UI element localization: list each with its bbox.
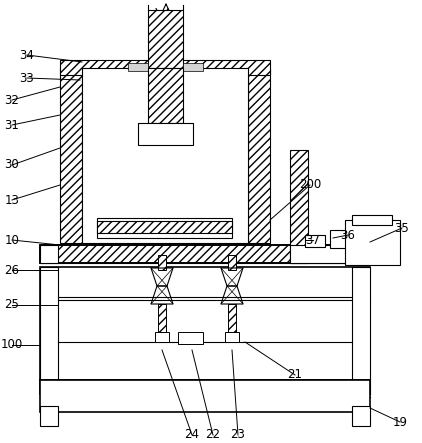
Text: 22: 22: [206, 428, 221, 442]
Bar: [60, 68, 82, 243]
Text: 13: 13: [5, 194, 19, 206]
Text: 36: 36: [341, 229, 355, 241]
Bar: [352, 215, 392, 225]
Text: 23: 23: [230, 428, 246, 442]
Bar: [248, 68, 270, 243]
Bar: [82, 68, 248, 243]
Bar: [138, 123, 193, 145]
Bar: [40, 267, 370, 380]
Bar: [40, 406, 58, 426]
Text: 10: 10: [5, 233, 19, 246]
Bar: [352, 267, 370, 380]
Bar: [158, 255, 166, 270]
Text: 200: 200: [299, 179, 321, 191]
Bar: [40, 245, 370, 263]
Bar: [128, 63, 148, 71]
Bar: [40, 380, 370, 394]
Text: 100: 100: [1, 338, 23, 351]
Bar: [97, 221, 232, 233]
Bar: [352, 245, 370, 263]
Bar: [225, 332, 239, 342]
Text: 32: 32: [5, 93, 19, 106]
Bar: [183, 63, 203, 71]
Bar: [330, 230, 360, 248]
Text: 33: 33: [20, 71, 34, 85]
Bar: [60, 60, 270, 75]
Text: 30: 30: [5, 159, 19, 171]
Bar: [40, 267, 58, 380]
Text: 19: 19: [392, 416, 408, 428]
Bar: [290, 150, 308, 263]
Bar: [305, 235, 325, 247]
Text: 24: 24: [184, 428, 200, 442]
Text: 26: 26: [5, 264, 19, 276]
Text: 35: 35: [395, 222, 409, 234]
Text: 34: 34: [19, 48, 35, 62]
Bar: [40, 245, 370, 263]
Bar: [228, 255, 236, 270]
Text: 37: 37: [306, 233, 320, 246]
Bar: [158, 304, 166, 332]
Bar: [97, 218, 232, 238]
Bar: [345, 220, 400, 265]
Text: 21: 21: [287, 369, 303, 381]
Bar: [148, 10, 183, 68]
Text: 31: 31: [5, 118, 19, 132]
Text: 25: 25: [5, 299, 19, 311]
Bar: [40, 380, 370, 412]
Bar: [290, 245, 380, 263]
Bar: [40, 380, 370, 394]
Bar: [228, 304, 236, 332]
Bar: [40, 245, 58, 263]
Bar: [148, 68, 183, 123]
Bar: [352, 406, 370, 426]
Bar: [155, 332, 169, 342]
Bar: [178, 332, 203, 344]
